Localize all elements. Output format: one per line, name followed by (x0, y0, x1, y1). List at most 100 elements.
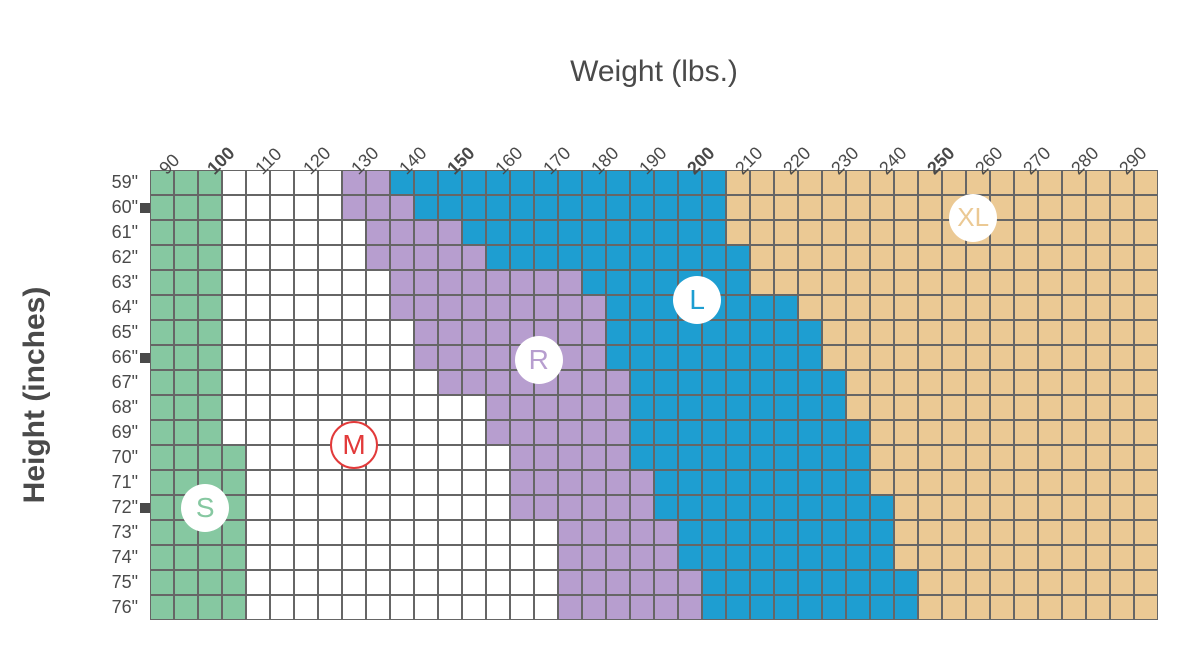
grid-cell (510, 495, 534, 520)
grid-cell (822, 420, 846, 445)
grid-cell (174, 595, 198, 620)
grid-cell (414, 170, 438, 195)
grid-cell (774, 295, 798, 320)
grid-cell (366, 295, 390, 320)
grid-cell (366, 270, 390, 295)
grid-cell (774, 445, 798, 470)
grid-cell (222, 220, 246, 245)
grid-cell (438, 570, 462, 595)
grid-cell (462, 445, 486, 470)
grid-cell (1062, 495, 1086, 520)
grid-cell (1134, 170, 1158, 195)
grid-cell (750, 170, 774, 195)
size-badge-s: S (181, 484, 229, 532)
grid-cell (798, 245, 822, 270)
grid-cell (294, 395, 318, 420)
grid-cell (726, 570, 750, 595)
grid-cell (558, 470, 582, 495)
grid-cell (198, 370, 222, 395)
grid-cell (462, 570, 486, 595)
grid-cell (462, 545, 486, 570)
grid-cell (150, 295, 174, 320)
grid-cell (294, 470, 318, 495)
grid-cell (342, 245, 366, 270)
grid-cell (150, 420, 174, 445)
grid-cell (942, 345, 966, 370)
grid-cell (678, 245, 702, 270)
grid-cell (630, 470, 654, 495)
grid-cell (366, 395, 390, 420)
grid-cell (822, 595, 846, 620)
grid-cell (1014, 245, 1038, 270)
grid-cell (558, 595, 582, 620)
grid-cell (438, 295, 462, 320)
grid-cell (558, 570, 582, 595)
grid-cell (846, 495, 870, 520)
grid-cell (750, 245, 774, 270)
grid-cell (558, 270, 582, 295)
size-badge-l: L (673, 276, 721, 324)
grid-cell (1134, 420, 1158, 445)
y-tick-label: 76" (98, 597, 138, 618)
grid-cell (414, 270, 438, 295)
grid-cell (1134, 595, 1158, 620)
grid-cell (390, 320, 414, 345)
grid-cell (318, 320, 342, 345)
grid-cell (222, 470, 246, 495)
grid-cell (606, 445, 630, 470)
grid-cell (678, 420, 702, 445)
y-tick-label: 69" (98, 422, 138, 443)
grid-cell (798, 220, 822, 245)
grid-cell (846, 220, 870, 245)
grid-cell (366, 195, 390, 220)
grid-cell (654, 220, 678, 245)
grid-cell (390, 195, 414, 220)
grid-cell (438, 395, 462, 420)
grid-cell (1110, 395, 1134, 420)
grid-cell (846, 395, 870, 420)
grid-cell (438, 520, 462, 545)
grid-cell (774, 470, 798, 495)
y-tick-label: 64" (98, 297, 138, 318)
grid-cell (438, 595, 462, 620)
grid-cell (318, 245, 342, 270)
grid-cell (918, 220, 942, 245)
grid-cell (1014, 545, 1038, 570)
grid-cell (1038, 170, 1062, 195)
grid-cell (558, 420, 582, 445)
grid-cell (582, 520, 606, 545)
grid-cell (246, 345, 270, 370)
grid-cell (822, 220, 846, 245)
grid-cell (702, 470, 726, 495)
grid-cell (678, 370, 702, 395)
grid-cell (150, 495, 174, 520)
grid-cell (774, 420, 798, 445)
grid-cell (366, 545, 390, 570)
grid-cell (846, 245, 870, 270)
grid-cell (702, 220, 726, 245)
grid-cell (894, 170, 918, 195)
grid-cell (534, 545, 558, 570)
grid-cell (534, 470, 558, 495)
grid-cell (246, 195, 270, 220)
grid-cell (942, 245, 966, 270)
grid-cell (390, 245, 414, 270)
grid-cell (990, 345, 1014, 370)
grid-cell (1134, 470, 1158, 495)
chart-grid (150, 170, 1158, 620)
grid-cell (870, 345, 894, 370)
grid-cell (174, 270, 198, 295)
grid-cell (174, 445, 198, 470)
grid-cell (966, 495, 990, 520)
grid-cell (462, 220, 486, 245)
grid-cell (1110, 470, 1134, 495)
grid-cell (630, 520, 654, 545)
grid-cell (246, 495, 270, 520)
grid-cell (390, 470, 414, 495)
grid-cell (1086, 495, 1110, 520)
grid-cell (942, 520, 966, 545)
grid-cell (1038, 570, 1062, 595)
grid-cell (510, 520, 534, 545)
grid-cell (750, 570, 774, 595)
grid-cell (1110, 545, 1134, 570)
